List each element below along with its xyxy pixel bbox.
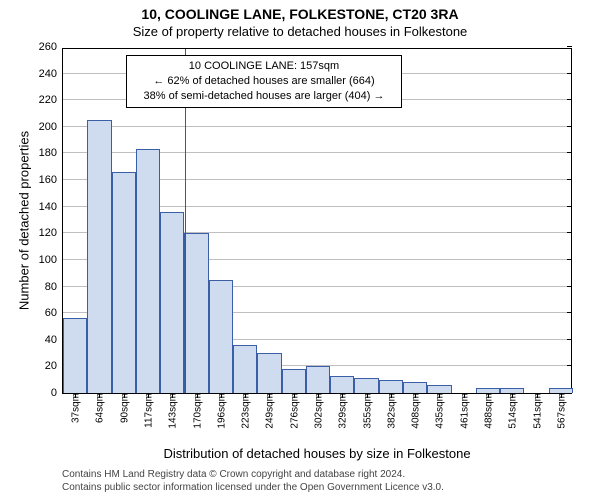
ytick-label: 120	[39, 227, 63, 239]
histogram-bar	[306, 366, 330, 393]
xtick-label: 408sqm	[409, 393, 422, 429]
histogram-bar	[112, 172, 136, 393]
histogram-bar	[63, 318, 87, 393]
ytick-label: 40	[45, 334, 63, 346]
histogram-bar	[282, 369, 306, 393]
xtick-label: 302sqm	[312, 393, 325, 429]
xtick-label: 514sqm	[506, 393, 519, 429]
annotation-line2: ← 62% of detached houses are smaller (66…	[133, 74, 395, 89]
histogram-bar	[403, 382, 427, 393]
histogram-bar	[160, 212, 184, 393]
chart-title: 10, COOLINGE LANE, FOLKESTONE, CT20 3RA	[0, 0, 600, 22]
ytick-mark	[567, 339, 572, 340]
xtick-label: 541sqm	[530, 393, 543, 429]
ytick-mark	[567, 126, 572, 127]
chart-subtitle: Size of property relative to detached ho…	[0, 22, 600, 39]
xtick-label: 196sqm	[214, 393, 227, 429]
histogram-bar	[257, 353, 281, 393]
ytick-label: 0	[51, 387, 63, 399]
footer-line2: Contains public sector information licen…	[62, 481, 572, 494]
xtick-label: 170sqm	[190, 393, 203, 429]
ytick-label: 140	[39, 201, 63, 213]
xtick-label: 567sqm	[554, 393, 567, 429]
ytick-mark	[567, 232, 572, 233]
ytick-mark	[567, 46, 572, 47]
footer-text: Contains HM Land Registry data © Crown c…	[62, 468, 572, 494]
ytick-label: 220	[39, 94, 63, 106]
xtick-label: 223sqm	[239, 393, 252, 429]
ytick-mark	[567, 152, 572, 153]
histogram-bar	[330, 376, 354, 393]
xtick-label: 37sqm	[69, 393, 82, 423]
histogram-bar	[233, 345, 257, 393]
histogram-bar	[184, 233, 208, 393]
ytick-label: 100	[39, 254, 63, 266]
ytick-label: 240	[39, 68, 63, 80]
ytick-label: 200	[39, 121, 63, 133]
ytick-mark	[567, 179, 572, 180]
histogram-chart: 10, COOLINGE LANE, FOLKESTONE, CT20 3RA …	[0, 0, 600, 500]
x-axis-label: Distribution of detached houses by size …	[62, 446, 572, 461]
xtick-label: 117sqm	[142, 393, 155, 428]
ytick-mark	[567, 259, 572, 260]
ytick-mark	[567, 286, 572, 287]
ytick-mark	[567, 312, 572, 313]
y-axis-label: Number of detached properties	[17, 131, 32, 311]
annotation-line1: 10 COOLINGE LANE: 157sqm	[133, 59, 395, 74]
ytick-mark	[567, 99, 572, 100]
xtick-label: 355sqm	[360, 393, 373, 429]
ytick-label: 80	[45, 281, 63, 293]
ytick-mark	[567, 206, 572, 207]
ytick-mark	[567, 73, 572, 74]
xtick-label: 276sqm	[287, 393, 300, 429]
xtick-label: 249sqm	[263, 393, 276, 429]
xtick-label: 435sqm	[433, 393, 446, 429]
xtick-label: 64sqm	[93, 393, 106, 423]
xtick-label: 143sqm	[166, 393, 179, 429]
histogram-bar	[354, 378, 378, 393]
annotation-box: 10 COOLINGE LANE: 157sqm ← 62% of detach…	[126, 55, 402, 108]
footer-line1: Contains HM Land Registry data © Crown c…	[62, 468, 572, 481]
gridline	[63, 126, 571, 127]
histogram-bar	[379, 380, 403, 393]
xtick-label: 382sqm	[384, 393, 397, 429]
xtick-label: 329sqm	[336, 393, 349, 429]
ytick-label: 260	[39, 41, 63, 53]
histogram-bar	[87, 120, 111, 393]
histogram-bar	[427, 385, 451, 393]
annotation-line3: 38% of semi-detached houses are larger (…	[133, 89, 395, 104]
ytick-label: 160	[39, 174, 63, 186]
histogram-bar	[209, 280, 233, 393]
ytick-label: 180	[39, 147, 63, 159]
histogram-bar	[136, 149, 160, 393]
xtick-label: 488sqm	[482, 393, 495, 429]
ytick-mark	[567, 365, 572, 366]
ytick-label: 20	[45, 360, 63, 372]
xtick-label: 90sqm	[117, 393, 130, 423]
ytick-label: 60	[45, 307, 63, 319]
xtick-label: 461sqm	[457, 393, 470, 429]
